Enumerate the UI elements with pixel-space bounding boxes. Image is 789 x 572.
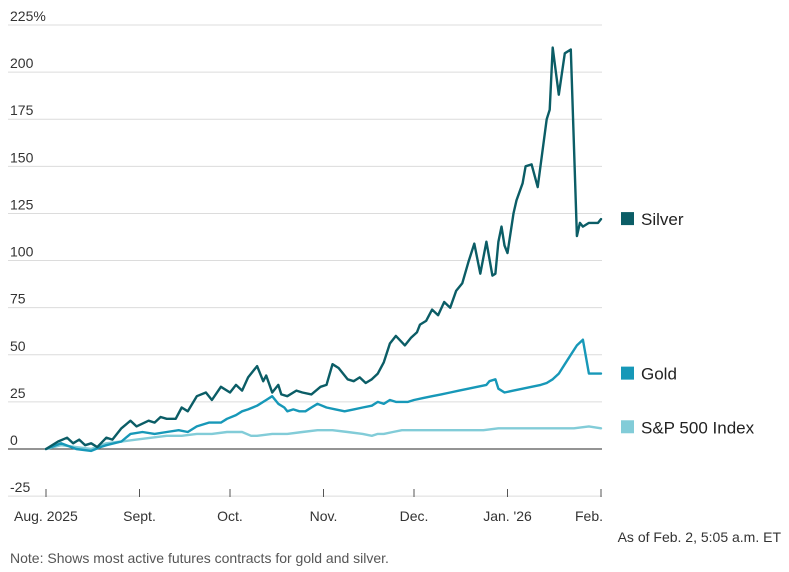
y-tick-label: 225% bbox=[10, 8, 46, 24]
y-tick-label: 175 bbox=[10, 102, 34, 118]
x-tick-label: Aug. 2025 bbox=[14, 508, 78, 524]
y-tick-label: 125 bbox=[10, 196, 34, 212]
x-axis: Aug. 2025 Sept. Oct. Nov. Dec. Jan. '26 Feb. bbox=[14, 489, 603, 524]
footnote-note: Note: Shows most active futures contract… bbox=[10, 550, 389, 566]
x-tick-label: Nov. bbox=[310, 508, 338, 524]
y-tick-label: 200 bbox=[10, 55, 34, 71]
legend: Silver Gold S&P 500 Index bbox=[621, 210, 755, 437]
y-tick-label: 75 bbox=[10, 291, 26, 307]
legend-label-silver: Silver bbox=[641, 210, 684, 229]
x-tick-label: Jan. '26 bbox=[483, 508, 532, 524]
x-tick-label: Sept. bbox=[123, 508, 156, 524]
x-tick-label: Dec. bbox=[400, 508, 429, 524]
y-tick-label: 50 bbox=[10, 338, 26, 354]
series-line-s-p-500-index bbox=[44, 425, 603, 451]
gridlines bbox=[8, 24, 602, 497]
legend-swatch-gold bbox=[621, 366, 634, 380]
y-tick-label: -25 bbox=[10, 479, 30, 495]
x-tick-label: Oct. bbox=[217, 508, 243, 524]
x-tick-label: Feb. bbox=[575, 508, 603, 524]
legend-label-gold: Gold bbox=[641, 365, 677, 384]
series-lines bbox=[44, 46, 603, 453]
legend-swatch-silver bbox=[621, 212, 634, 226]
series-line-gold bbox=[44, 338, 603, 453]
y-tick-label: 100 bbox=[10, 244, 34, 260]
y-axis-tick-labels: -25 0 25 50 75 100 125 150 175 200 225% bbox=[10, 8, 46, 495]
legend-swatch-s-p-500-index bbox=[621, 420, 634, 434]
legend-label-s-p-500-index: S&P 500 Index bbox=[641, 418, 755, 437]
y-tick-label: 25 bbox=[10, 385, 26, 401]
y-tick-label: 0 bbox=[10, 432, 18, 448]
series-line-silver bbox=[44, 46, 603, 451]
y-tick-label: 150 bbox=[10, 149, 34, 165]
as-of-annotation: As of Feb. 2, 5:05 a.m. ET bbox=[618, 529, 782, 545]
